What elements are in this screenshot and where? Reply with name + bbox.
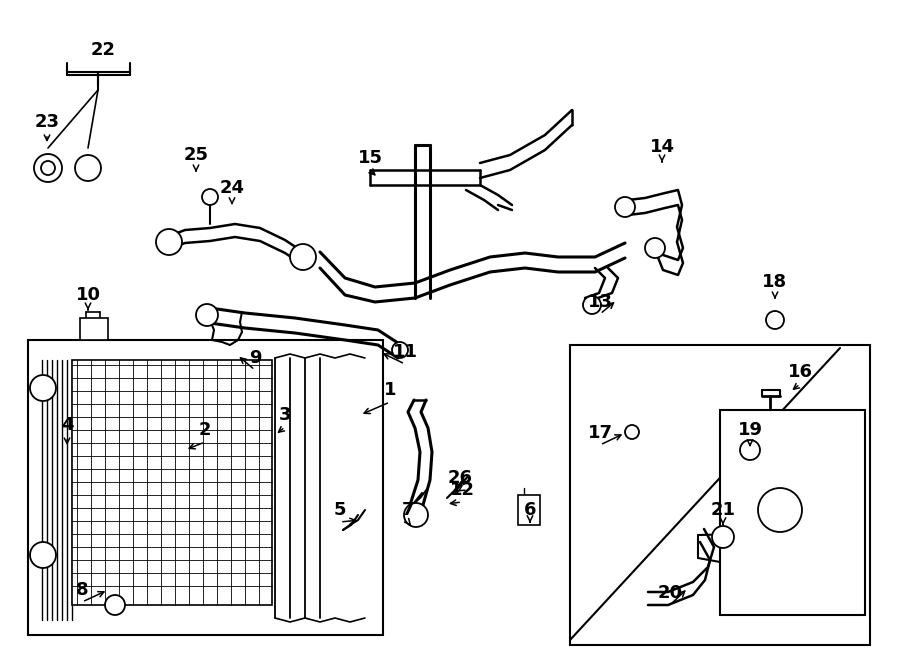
Circle shape	[740, 440, 760, 460]
Text: 21: 21	[710, 501, 735, 519]
Text: 14: 14	[650, 138, 674, 156]
Circle shape	[645, 238, 665, 258]
Text: 18: 18	[762, 273, 788, 291]
Circle shape	[758, 488, 802, 532]
Text: 10: 10	[76, 286, 101, 304]
Circle shape	[392, 342, 408, 358]
Text: 2: 2	[199, 421, 212, 439]
Bar	[28, 340, 383, 635]
Text: 5: 5	[334, 501, 346, 519]
Circle shape	[404, 503, 428, 527]
Circle shape	[712, 526, 734, 548]
Bar	[518, 495, 540, 525]
Circle shape	[766, 311, 784, 329]
Text: 4: 4	[61, 416, 73, 434]
Text: 23: 23	[34, 113, 59, 131]
Text: 8: 8	[76, 581, 88, 599]
Text: 17: 17	[588, 424, 613, 442]
Circle shape	[196, 304, 218, 326]
Circle shape	[75, 155, 101, 181]
Bar	[80, 318, 108, 340]
Text: 20: 20	[658, 584, 682, 602]
Text: 19: 19	[737, 421, 762, 439]
Text: 22: 22	[91, 41, 115, 59]
Text: 1: 1	[383, 381, 396, 399]
Circle shape	[625, 425, 639, 439]
Circle shape	[41, 161, 55, 175]
Bar	[72, 360, 272, 605]
Circle shape	[290, 244, 316, 270]
Text: 16: 16	[788, 363, 813, 381]
Circle shape	[202, 189, 218, 205]
Text: 26: 26	[447, 469, 473, 487]
Text: 24: 24	[220, 179, 245, 197]
Circle shape	[30, 542, 56, 568]
Text: 6: 6	[524, 501, 536, 519]
Text: 12: 12	[449, 481, 474, 499]
Text: 3: 3	[279, 406, 292, 424]
Text: 15: 15	[357, 149, 382, 167]
Circle shape	[30, 375, 56, 401]
Text: 9: 9	[248, 349, 261, 367]
Text: 13: 13	[588, 293, 613, 311]
Text: 25: 25	[184, 146, 209, 164]
Circle shape	[156, 229, 182, 255]
Circle shape	[34, 154, 62, 182]
Circle shape	[583, 296, 601, 314]
Text: 11: 11	[392, 343, 418, 361]
Text: 7: 7	[401, 501, 414, 519]
Bar	[720, 410, 865, 615]
Circle shape	[615, 197, 635, 217]
Circle shape	[105, 595, 125, 615]
Bar	[570, 345, 870, 645]
